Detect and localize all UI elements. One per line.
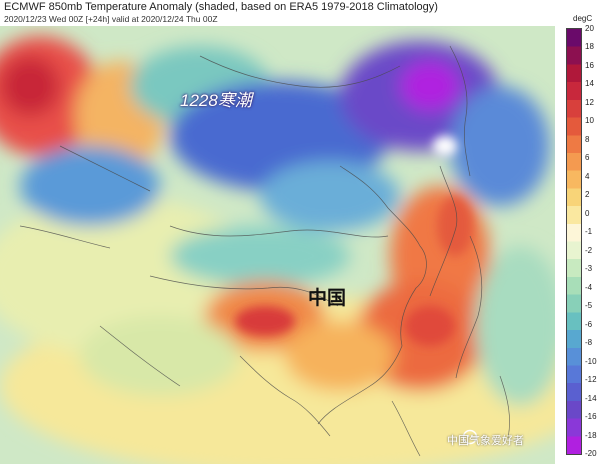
colorbar-tick-label: -12 bbox=[585, 375, 597, 385]
watermark-text: 中国气象爱好者 bbox=[447, 435, 524, 447]
colorbar-tick-label: 6 bbox=[585, 153, 590, 163]
colorbar-tick-label: -3 bbox=[585, 264, 593, 274]
colorbar-tick-label: 16 bbox=[585, 60, 594, 70]
colorbar-tick-label: 20 bbox=[585, 24, 594, 33]
china-label: 中国 bbox=[308, 288, 347, 309]
colorbar-tick-label: 8 bbox=[585, 134, 590, 144]
colorbar-tick-label: -20 bbox=[585, 449, 597, 458]
colorbar-tick-label: -16 bbox=[585, 412, 597, 422]
colorbar-tick-label: -4 bbox=[585, 282, 593, 292]
chart-subtitle: 2020/12/23 Wed 00Z [+24h] valid at 2020/… bbox=[4, 14, 218, 24]
colorbar-tick-label: -10 bbox=[585, 356, 597, 366]
chart-title: ECMWF 850mb Temperature Anomaly (shaded,… bbox=[4, 1, 438, 13]
colorbar-tick-label: -1 bbox=[585, 227, 593, 237]
colorbar-tick-label: 10 bbox=[585, 116, 594, 126]
anomaly-map bbox=[0, 26, 555, 464]
colorbar-tick-label: -14 bbox=[585, 393, 597, 403]
colorbar-unit: degC bbox=[573, 14, 593, 23]
colorbar-tick-label: -8 bbox=[585, 338, 593, 348]
colorbar-tick-label: -18 bbox=[585, 430, 597, 440]
colorbar-tick-label: 14 bbox=[585, 79, 594, 89]
colorbar-tick-label: -6 bbox=[585, 319, 593, 329]
chart-header: ECMWF 850mb Temperature Anomaly (shaded,… bbox=[0, 0, 560, 26]
colorbar-tick-label: -5 bbox=[585, 301, 593, 311]
colorbar-tick-label: -2 bbox=[585, 245, 593, 255]
watermark-logo-icon bbox=[462, 429, 478, 445]
colorbar-tick-label: 4 bbox=[585, 171, 590, 181]
colorbar-tick-label: 2 bbox=[585, 190, 590, 200]
colorbar-tick-label: 12 bbox=[585, 97, 594, 107]
colorbar-tick-label: 0 bbox=[585, 208, 590, 218]
colorbar bbox=[566, 28, 582, 455]
colorbar-tick-label: 18 bbox=[585, 42, 594, 52]
anomaly-map-svg bbox=[0, 26, 555, 464]
cold-wave-label: 1228寒潮 bbox=[180, 91, 252, 110]
